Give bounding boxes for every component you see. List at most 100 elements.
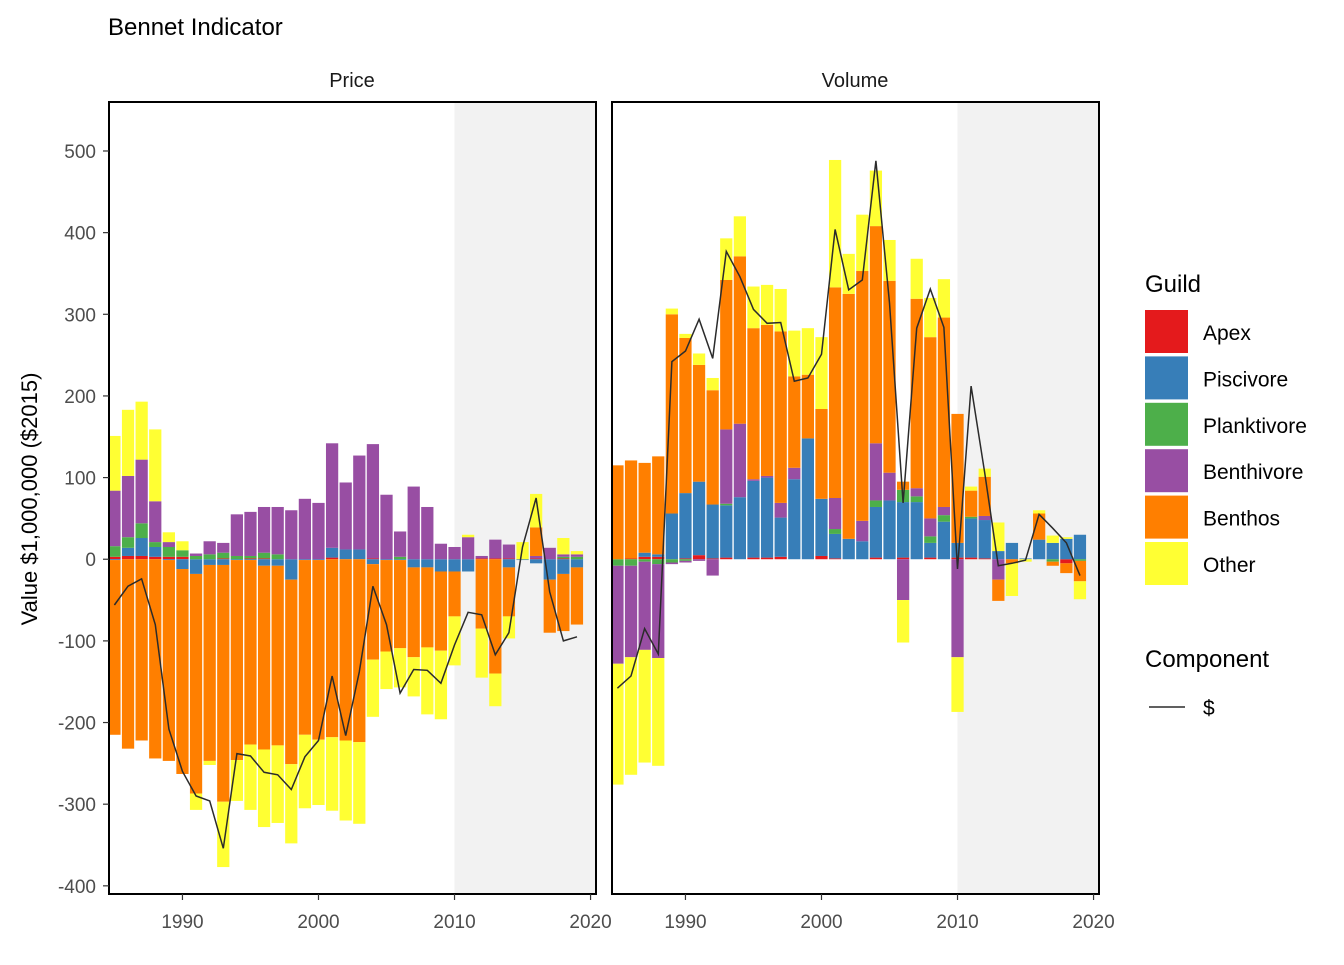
bar-price-benthivore-2008 bbox=[421, 506, 434, 560]
bar-volume-piscivore-2014 bbox=[1005, 542, 1019, 560]
bar-volume-piscivore-2012 bbox=[978, 520, 991, 559]
bar-volume-piscivore-1988 bbox=[652, 554, 665, 557]
bar-volume-other-1996 bbox=[760, 284, 774, 325]
bar-price-piscivore-1987 bbox=[135, 538, 148, 556]
bar-volume-benthos-2019 bbox=[1073, 560, 1087, 582]
bar-volume-apex-2000 bbox=[815, 555, 828, 560]
y-tick-label--400: -400 bbox=[58, 877, 96, 898]
bar-volume-benthos-2007 bbox=[910, 298, 923, 489]
bar-price-other-2002 bbox=[339, 740, 352, 821]
bar-volume-apex-2012 bbox=[978, 558, 991, 560]
bar-volume-apex-1997 bbox=[774, 556, 787, 560]
y-tick-label-300: 300 bbox=[64, 305, 96, 326]
total-line-price bbox=[113, 497, 578, 849]
bar-price-benthos-2016 bbox=[530, 527, 543, 556]
bar-price-piscivore-2003 bbox=[353, 549, 366, 560]
bar-volume-benthos-2018 bbox=[1060, 563, 1073, 574]
bar-volume-benthos-1999 bbox=[801, 374, 815, 439]
bar-volume-apex-2006 bbox=[896, 557, 910, 560]
bar-price-benthivore-2007 bbox=[407, 486, 420, 560]
bar-volume-piscivore-2008 bbox=[924, 542, 937, 558]
bar-volume-other-1994 bbox=[733, 216, 746, 257]
bar-volume-piscivore-2007 bbox=[910, 502, 923, 560]
bar-price-planktivore-1988 bbox=[149, 542, 162, 547]
bar-price-other-2013 bbox=[489, 673, 502, 707]
bar-price-planktivore-2006 bbox=[393, 556, 407, 560]
bar-price-apex-1988 bbox=[149, 556, 162, 560]
bar-price-piscivore-2018 bbox=[557, 559, 570, 574]
bar-volume-benthos-2005 bbox=[883, 280, 896, 473]
bar-volume-benthos-1996 bbox=[760, 324, 774, 476]
bar-price-benthivore-1991 bbox=[189, 553, 203, 556]
bar-volume-piscivore-2006 bbox=[896, 502, 910, 558]
bar-price-benthos-1994 bbox=[230, 560, 243, 761]
bar-price-benthivore-1995 bbox=[244, 511, 257, 556]
bar-volume-piscivore-2011 bbox=[965, 518, 978, 558]
bar-price-apex-2016 bbox=[530, 558, 543, 560]
bar-price-benthos-2012 bbox=[475, 559, 488, 629]
bar-price-benthivore-2013 bbox=[489, 539, 502, 559]
bar-volume-piscivore-2005 bbox=[883, 500, 896, 560]
legend: Guild Apex Piscivore Planktivore Benthivore… bbox=[1145, 271, 1307, 720]
bar-price-other-1995 bbox=[244, 744, 257, 810]
bar-price-apex-2014 bbox=[502, 558, 516, 560]
bar-price-piscivore-2002 bbox=[339, 549, 352, 560]
bar-volume-benthivore-1995 bbox=[747, 479, 760, 481]
bar-price-other-2018 bbox=[557, 538, 570, 555]
bar-price-other-2003 bbox=[353, 742, 366, 824]
bar-price-planktivore-1989 bbox=[162, 546, 175, 557]
legend-swatch-planktivore bbox=[1145, 402, 1188, 446]
bar-volume-apex-2008 bbox=[924, 557, 937, 560]
bar-price-other-1989 bbox=[162, 532, 175, 543]
bar-price-benthivore-2009 bbox=[434, 543, 448, 560]
bar-volume-planktivore-1988 bbox=[652, 559, 665, 565]
bar-price-apex-2013 bbox=[489, 558, 502, 560]
bar-volume-benthivore-1989 bbox=[665, 562, 678, 565]
bar-price-other-1988 bbox=[149, 429, 162, 502]
bar-price-piscivore-2011 bbox=[462, 559, 475, 572]
bar-volume-other-2000 bbox=[815, 337, 828, 410]
bar-price-benthivore-1992 bbox=[203, 541, 216, 555]
bar-volume-other-2017 bbox=[1046, 535, 1059, 543]
bar-price-other-1999 bbox=[298, 734, 312, 809]
panel-frame-price bbox=[108, 101, 597, 895]
bar-price-benthos-1985 bbox=[108, 560, 121, 735]
bar-price-benthivore-2018 bbox=[557, 554, 570, 557]
legend-label-planktivore: Planktivore bbox=[1203, 415, 1307, 438]
bar-price-benthivore-1986 bbox=[121, 475, 135, 538]
bar-price-planktivore-1991 bbox=[189, 555, 203, 560]
bar-price-planktivore-1992 bbox=[203, 554, 216, 560]
bar-volume-other-2007 bbox=[910, 258, 923, 299]
bar-price-benthos-1991 bbox=[189, 573, 203, 794]
bar-price-piscivore-1999 bbox=[298, 559, 312, 561]
bar-volume-other-1997 bbox=[774, 288, 787, 332]
chart-title: Bennet Indicator bbox=[108, 14, 283, 41]
bar-price-benthivore-1999 bbox=[298, 498, 312, 560]
bar-price-benthos-2001 bbox=[325, 559, 339, 738]
bar-volume-benthivore-2006 bbox=[896, 559, 910, 601]
bar-volume-benthos-2004 bbox=[869, 226, 883, 444]
bar-volume-benthivore-2013 bbox=[992, 559, 1005, 580]
bar-price-planktivore-1997 bbox=[271, 554, 284, 560]
bar-volume-benthivore-1986 bbox=[624, 565, 638, 658]
bar-volume-piscivore-1995 bbox=[747, 480, 760, 558]
bar-volume-benthivore-1993 bbox=[720, 429, 733, 504]
bar-volume-benthivore-2004 bbox=[869, 443, 883, 501]
bar-volume-benthos-1989 bbox=[665, 314, 678, 514]
bar-volume-benthivore-1991 bbox=[692, 559, 706, 561]
bar-price-benthos-2000 bbox=[312, 560, 325, 740]
bar-volume-apex-1991 bbox=[692, 555, 706, 560]
bar-price-planktivore-1993 bbox=[217, 552, 230, 559]
bar-price-piscivore-1991 bbox=[189, 559, 203, 574]
bar-price-benthos-2017 bbox=[543, 579, 556, 633]
bar-volume-planktivore-1986 bbox=[624, 559, 638, 566]
bar-volume-other-2009 bbox=[937, 279, 951, 318]
bar-price-other-2000 bbox=[312, 739, 325, 806]
bar-price-piscivore-1992 bbox=[203, 559, 216, 565]
bar-price-planktivore-2018 bbox=[557, 556, 570, 559]
bar-price-apex-1989 bbox=[162, 556, 175, 560]
bar-volume-piscivore-2009 bbox=[937, 521, 951, 560]
bar-price-planktivore-2019 bbox=[570, 556, 584, 560]
bar-volume-benthivore-1997 bbox=[774, 502, 787, 518]
bar-price-piscivore-1995 bbox=[244, 559, 257, 561]
